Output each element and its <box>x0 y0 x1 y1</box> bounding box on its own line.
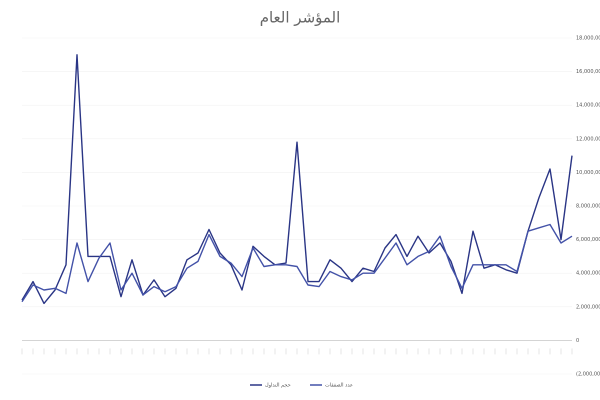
y-tick-label: 0 <box>576 338 579 344</box>
y-tick-label: (2,000,000) <box>576 372 600 378</box>
y-tick-label: 10,000,000 <box>576 170 600 176</box>
y-tick-label: 6,000,000 <box>576 237 600 243</box>
series-line <box>21 54 573 305</box>
y-tick-label: 4,000,000 <box>576 271 600 277</box>
legend-label: عدد الصفقات <box>325 383 353 389</box>
y-tick-label: 16,000,000 <box>576 69 600 75</box>
legend-label: حجم التداول <box>265 383 291 389</box>
y-tick-label: 8,000,000 <box>576 204 600 210</box>
y-tick-label: 14,000,000 <box>576 103 600 109</box>
chart-title: المؤشر العام <box>260 9 341 27</box>
y-tick-label: 2,000,000 <box>576 304 600 310</box>
y-tick-label: 12,000,000 <box>576 136 600 142</box>
series-line <box>21 223 573 303</box>
y-tick-label: 18,000,000 <box>576 36 600 42</box>
